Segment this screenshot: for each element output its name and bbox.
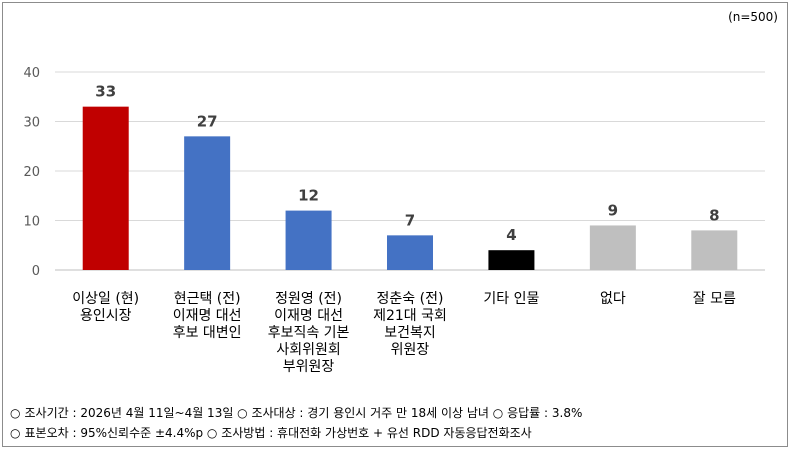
value-label: 12 — [298, 187, 319, 205]
category-label-line: 위원장 — [391, 342, 430, 358]
category-label: 정원영 (전) 이재명 대선 후보직속 기본 사회위원회 부위원장 — [268, 291, 350, 375]
value-label: 9 — [608, 201, 618, 219]
value-labels: 33 27 12 7 4 9 8 — [95, 83, 719, 245]
category-label: 없다 — [600, 291, 626, 307]
category-label-line: 기타 인물 — [483, 291, 539, 307]
y-axis-ticks: 0 10 20 30 40 — [23, 66, 40, 279]
y-tick-label: 10 — [23, 215, 40, 230]
bar — [691, 230, 738, 270]
value-label: 4 — [506, 226, 516, 244]
category-label-line: 부위원장 — [283, 359, 335, 375]
bar — [488, 250, 535, 270]
value-label: 7 — [405, 211, 415, 229]
y-tick-label: 20 — [23, 165, 40, 180]
category-label-line: 잘 모름 — [693, 291, 736, 307]
circle-bullet-icon: ○ — [10, 406, 21, 420]
category-label-line: 현근택 (전) — [174, 291, 241, 307]
category-label-line: 없다 — [600, 291, 626, 307]
gridlines — [55, 71, 765, 271]
category-label-line: 정춘숙 (전) — [377, 291, 444, 307]
category-label: 현근택 (전) 이재명 대선 후보 대변인 — [173, 291, 242, 341]
value-label: 27 — [197, 112, 218, 130]
category-label-line: 이상일 (현) — [72, 291, 139, 307]
chart-frame — [2, 2, 788, 447]
bar — [285, 210, 332, 270]
bars — [82, 106, 738, 271]
category-label-line: 정원영 (전) — [275, 291, 342, 307]
category-label: 이상일 (현) 용인시장 — [72, 291, 139, 324]
bar — [589, 225, 636, 270]
y-tick-label: 40 — [23, 66, 40, 81]
survey-footer: ○ 조사기간 : 2026년 4월 11일~4월 13일 ○ 조사대상 : 경기 … — [10, 403, 582, 443]
y-tick-label: 30 — [23, 116, 40, 131]
footer-line-1: ○ 조사기간 : 2026년 4월 11일~4월 13일 ○ 조사대상 : 경기 … — [10, 403, 582, 423]
footer-line-2-text: 표본오차 : 95%신뢰수준 ±4.4%p ○ 조사방법 : 휴대전화 가상번호… — [24, 426, 532, 440]
footer-line-1-text: 조사기간 : 2026년 4월 11일~4월 13일 ○ 조사대상 : 경기 용… — [24, 406, 583, 420]
category-label-line: 이재명 대선 — [274, 308, 343, 324]
category-label-line: 후보직속 기본 — [268, 325, 350, 341]
sample-size-note: (n=500) — [728, 10, 778, 24]
bar — [184, 136, 231, 270]
category-label-line: 사회위원회 — [276, 342, 340, 358]
category-label: 잘 모름 — [693, 291, 736, 307]
value-label: 33 — [95, 83, 116, 101]
category-label-line: 제21대 국회 — [373, 308, 447, 324]
value-label: 8 — [709, 206, 719, 224]
y-tick-label: 0 — [32, 264, 40, 279]
footer-line-2: ○ 표본오차 : 95%신뢰수준 ±4.4%p ○ 조사방법 : 휴대전화 가상번… — [10, 423, 582, 443]
category-label-line: 보건복지 — [384, 325, 436, 341]
category-label-line: 후보 대변인 — [173, 325, 242, 341]
circle-bullet-icon: ○ — [10, 426, 21, 440]
category-label: 정춘숙 (전) 제21대 국회 보건복지 위원장 — [373, 291, 447, 358]
bar — [387, 235, 433, 270]
category-label-line: 이재명 대선 — [173, 308, 242, 324]
bar — [82, 106, 129, 271]
category-label: 기타 인물 — [483, 291, 539, 307]
category-label-line: 용인시장 — [80, 308, 132, 324]
